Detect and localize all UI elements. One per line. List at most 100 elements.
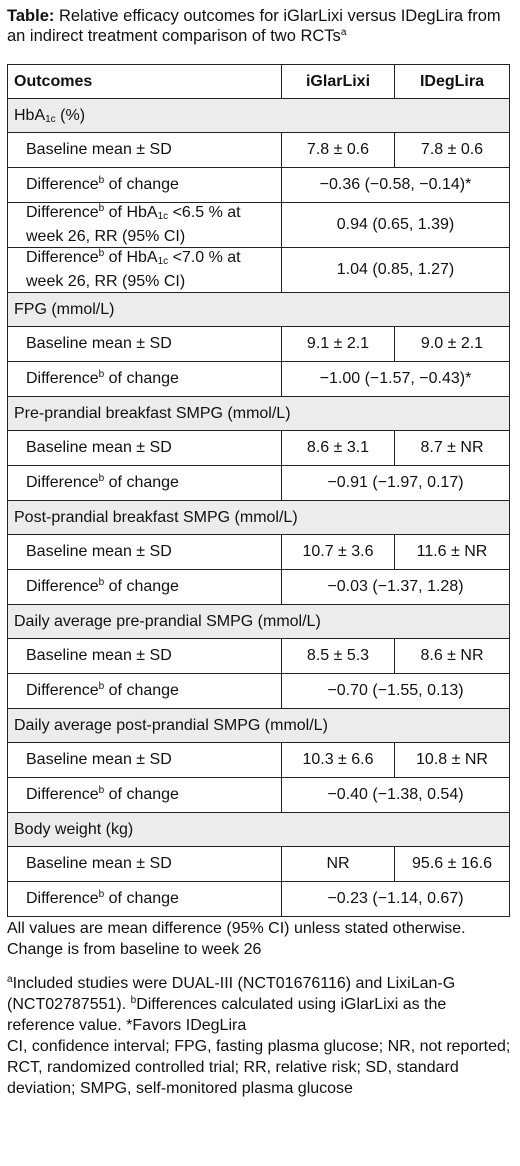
iglarlixi-value-cell: NR — [281, 846, 395, 882]
footnote-a-marker: a — [7, 974, 13, 985]
table-row: Differenceb of change −0.36 (−0.58, −0.14… — [7, 167, 510, 203]
efficacy-table: Outcomes iGlarLixi IDegLira HbA1c (%) Bas… — [7, 64, 510, 917]
footnote-marker: b — [98, 681, 105, 692]
section-label: FPG (mmol/L) — [7, 292, 510, 327]
footnote-marker: b — [98, 785, 105, 796]
merged-value-cell: −0.70 (−1.55, 0.13) — [281, 673, 510, 709]
table-row: Baseline mean ± SD 8.5 ± 5.3 8.6 ± NR — [7, 638, 510, 674]
row-label: Differenceb of HbA1c <7.0 % at week 26, … — [7, 247, 282, 293]
table-row: Baseline mean ± SD 10.7 ± 3.6 11.6 ± NR — [7, 534, 510, 570]
row-label-suffix: of change — [104, 682, 179, 699]
row-label: Baseline mean ± SD — [7, 638, 282, 674]
iglarlixi-value-cell: 7.8 ± 0.6 — [281, 132, 395, 168]
section-label-text: HbA — [14, 106, 46, 124]
row-label-suffix2: <6.5 % at week 26, RR (95% CI) — [26, 204, 241, 245]
section-label: Body weight (kg) — [7, 812, 510, 847]
row-label-suffix2: <7.0 % at week 26, RR (95% CI) — [26, 249, 241, 290]
row-label: Differenceb of change — [7, 881, 282, 917]
row-label-text: Difference — [26, 786, 99, 803]
row-label-suffix: of change — [104, 176, 179, 193]
section-row: Daily average pre-prandial SMPG (mmol/L) — [7, 604, 510, 639]
merged-value-cell: −0.40 (−1.38, 0.54) — [281, 777, 510, 813]
row-label: Differenceb of HbA1c <6.5 % at week 26, … — [7, 202, 282, 248]
footnote-b: Differences calculated using iGlarLixi a… — [7, 996, 447, 1034]
section-label: Post-prandial breakfast SMPG (mmol/L) — [7, 500, 510, 535]
section-row: Pre-prandial breakfast SMPG (mmol/L) — [7, 396, 510, 431]
section-label: Pre-prandial breakfast SMPG (mmol/L) — [7, 396, 510, 431]
footnote-marker: b — [98, 577, 105, 588]
table-row: Baseline mean ± SD 8.6 ± 3.1 8.7 ± NR — [7, 430, 510, 466]
footnote-a: Included studies were DUAL-III (NCT01676… — [7, 975, 456, 1013]
row-label-text: Difference — [26, 249, 99, 266]
row-label-text: Baseline mean ± SD — [26, 647, 172, 664]
row-label: Differenceb of change — [7, 361, 282, 397]
row-label-text: Difference — [26, 370, 99, 387]
section-label: HbA1c (%) — [7, 98, 510, 133]
footnote-marker: b — [98, 248, 105, 259]
footnote-marker: b — [98, 175, 105, 186]
footnote-marker: b — [98, 889, 105, 900]
row-label-text: Baseline mean ± SD — [26, 751, 172, 768]
footnote-b-marker: b — [130, 995, 137, 1006]
merged-value-cell: −0.91 (−1.97, 0.17) — [281, 465, 510, 501]
table-row: Baseline mean ± SD 10.3 ± 6.6 10.8 ± NR — [7, 742, 510, 778]
general-note: All values are mean difference (95% CI) … — [7, 920, 466, 958]
row-label-text: Baseline mean ± SD — [26, 335, 172, 352]
ideglira-value-cell: 11.6 ± NR — [394, 534, 510, 570]
iglarlixi-value-cell: 8.5 ± 5.3 — [281, 638, 395, 674]
row-label: Baseline mean ± SD — [7, 326, 282, 362]
section-row: Daily average post-prandial SMPG (mmol/L… — [7, 708, 510, 743]
table-row: Differenceb of change −0.40 (−1.38, 0.54) — [7, 777, 510, 813]
iglarlixi-value-cell: 9.1 ± 2.1 — [281, 326, 395, 362]
section-label: Daily average pre-prandial SMPG (mmol/L) — [7, 604, 510, 639]
footnote-marker: b — [98, 473, 105, 484]
table-row: Differenceb of HbA1c <7.0 % at week 26, … — [7, 247, 510, 293]
row-label-text: Difference — [26, 578, 99, 595]
table-row: Differenceb of change −0.91 (−1.97, 0.17) — [7, 465, 510, 501]
row-label-suffix: of change — [104, 890, 179, 907]
footnote-marker: b — [98, 369, 105, 380]
row-label-suffix: of HbA — [104, 204, 158, 221]
table-title: Table: Relative efficacy outcomes for iG… — [6, 4, 514, 64]
row-label-suffix: of HbA — [104, 249, 158, 266]
row-label: Differenceb of change — [7, 673, 282, 709]
section-label-text: Post-prandial breakfast SMPG (mmol/L) — [14, 508, 298, 526]
row-label: Baseline mean ± SD — [7, 846, 282, 882]
ideglira-value-cell: 9.0 ± 2.1 — [394, 326, 510, 362]
merged-value-cell: −0.23 (−1.14, 0.67) — [281, 881, 510, 917]
row-label-suffix: of change — [104, 578, 179, 595]
table-row: Baseline mean ± SD 9.1 ± 2.1 9.0 ± 2.1 — [7, 326, 510, 362]
row-label: Differenceb of change — [7, 167, 282, 203]
row-label-suffix: of change — [104, 370, 179, 387]
table-row: Differenceb of change −0.03 (−1.37, 1.28) — [7, 569, 510, 605]
row-label: Differenceb of change — [7, 777, 282, 813]
row-label: Baseline mean ± SD — [7, 430, 282, 466]
ideglira-value-cell: 10.8 ± NR — [394, 742, 510, 778]
ideglira-value-cell: 8.6 ± NR — [394, 638, 510, 674]
row-label: Differenceb of change — [7, 569, 282, 605]
table-row: Baseline mean ± SD NR 95.6 ± 16.6 — [7, 846, 510, 882]
section-row: HbA1c (%) — [7, 98, 510, 133]
row-label-text: Difference — [26, 176, 99, 193]
section-label-text: Daily average pre-prandial SMPG (mmol/L) — [14, 612, 321, 630]
header-row: Outcomes iGlarLixi IDegLira — [7, 64, 510, 99]
row-label-text: Baseline mean ± SD — [26, 141, 172, 158]
merged-value-cell: 1.04 (0.85, 1.27) — [281, 247, 510, 293]
row-label-text: Difference — [26, 682, 99, 699]
header-iglarlixi: iGlarLixi — [281, 64, 395, 99]
abbreviations: CI, confidence interval; FPG, fasting pl… — [7, 1038, 511, 1097]
table-row: Differenceb of change −0.70 (−1.55, 0.13) — [7, 673, 510, 709]
row-label-suffix: of change — [104, 786, 179, 803]
row-label-text: Difference — [26, 204, 99, 221]
section-row: Post-prandial breakfast SMPG (mmol/L) — [7, 500, 510, 535]
section-label-text: Pre-prandial breakfast SMPG (mmol/L) — [14, 404, 291, 422]
header-outcomes: Outcomes — [7, 64, 282, 99]
row-label-subscript: 1c — [157, 256, 169, 267]
ideglira-value-cell: 7.8 ± 0.6 — [394, 132, 510, 168]
table-row: Differenceb of change −0.23 (−1.14, 0.67) — [7, 881, 510, 917]
merged-value-cell: 0.94 (0.65, 1.39) — [281, 202, 510, 248]
row-label-subscript: 1c — [157, 211, 169, 222]
ideglira-value-cell: 95.6 ± 16.6 — [394, 846, 510, 882]
row-label-text: Baseline mean ± SD — [26, 543, 172, 560]
row-label-suffix: of change — [104, 474, 179, 491]
